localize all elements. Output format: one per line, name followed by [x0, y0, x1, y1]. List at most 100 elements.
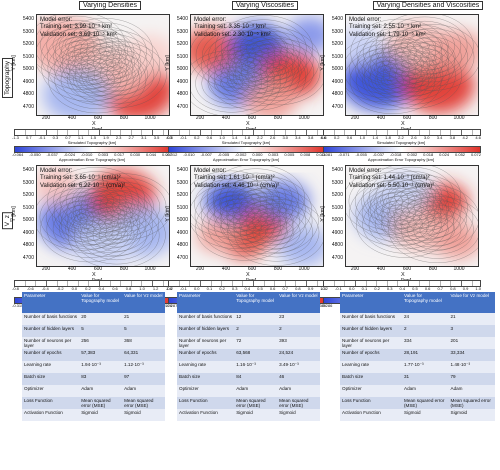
contour-line [52, 28, 101, 62]
map-plot: Model error: Training set: 3.99·10⁻⁵ km² V… [36, 14, 170, 116]
contour-line [80, 35, 128, 68]
table-cell: 33,334 [448, 349, 495, 361]
contour-line [53, 36, 114, 78]
contour-line [357, 30, 456, 98]
table-row: Loss Function Mean squared error (MSE) Mea… [177, 397, 320, 409]
y-tick-label: 5400 [22, 167, 34, 173]
colorbar-tick: 0.5 [412, 286, 418, 291]
y-tick-label: 5300 [22, 28, 34, 35]
table-cell: 1.16·10⁻³ [234, 361, 278, 373]
colorbar-tick: 4.6 [475, 135, 481, 140]
table-row: Number of basis functions 24 21 [340, 313, 495, 325]
contour-line [105, 194, 142, 219]
contour-line [225, 177, 287, 219]
y-tick-label: 5100 [22, 204, 34, 211]
table-cell: Optimizer [340, 385, 402, 397]
map-field [346, 15, 478, 114]
colorbar-tick: 0.024 [439, 152, 450, 157]
x-tick-label: 600 [402, 115, 412, 121]
field-blob [277, 226, 323, 266]
table-cell: 2 [234, 325, 278, 337]
table-cell: Sigmoid [122, 409, 165, 421]
contour-line [246, 36, 282, 61]
contour-line [85, 71, 109, 88]
contour-line [233, 60, 281, 94]
contour-line [239, 200, 300, 242]
contour-line [376, 43, 437, 85]
colorbar-tick: 0.4 [98, 286, 105, 291]
contour-line [106, 66, 130, 83]
colorbar-tick: -0.037 [372, 152, 385, 157]
colorbar-tick: 0.1 [206, 286, 213, 291]
contour-line [219, 203, 256, 228]
contour-line [407, 199, 431, 216]
table-cell: Batch size [340, 373, 402, 385]
table-cell: Mean squared error (MSE) [79, 397, 123, 409]
table-row: Number of epochs 57,383 64,331 [22, 349, 165, 361]
table-cell: Learning rate [177, 361, 235, 373]
contour-line [381, 16, 468, 75]
contour-line [382, 54, 444, 96]
contour-line [191, 174, 274, 234]
field-blob [346, 50, 418, 110]
table-cell: 64,331 [122, 349, 165, 361]
y-axis-label: Y [km] [319, 55, 326, 71]
colorbar-tick: -0.064 [12, 152, 24, 157]
table-row: Number of hidden layers 5 5 [22, 325, 165, 337]
table-row: Learning rate 1.77·10⁻³ 1.48·10⁻³ [340, 361, 495, 373]
colorbar-tick: 1.0 [359, 135, 366, 140]
colorbar-tick: 0.002 [407, 152, 418, 157]
colorbar-tick: 0.6 [206, 135, 213, 140]
x-tick-label: 1000 [144, 266, 156, 272]
contour-line [220, 210, 269, 244]
contour-line [348, 172, 435, 231]
contour-line [47, 39, 134, 98]
contour-line [226, 56, 288, 98]
x-tick-label: 400 [221, 115, 231, 121]
colorbar-tick: 1.2 [152, 286, 159, 291]
contour-line [226, 215, 263, 240]
contour-line [226, 184, 300, 235]
contour-line [74, 38, 148, 88]
error-colorbar [323, 146, 481, 153]
contour-line [367, 56, 404, 82]
contour-line [59, 40, 108, 73]
colorbar-tick: 3.1 [141, 135, 147, 140]
contour-line [376, 178, 462, 237]
y-tick-label: 4900 [22, 78, 34, 85]
colorbar-tick: 0.000 [252, 152, 263, 157]
contour-line [92, 211, 128, 236]
x-tick-label: 800 [273, 266, 283, 272]
y-tick-label: 4900 [176, 229, 188, 236]
x-tick-label: 200 [350, 115, 360, 121]
colorbar-tick: 2.7 [128, 135, 135, 140]
contour-line [388, 196, 478, 263]
contour-line [220, 42, 257, 68]
table-cell: 1.12·10⁻³ [122, 361, 165, 373]
table-cell: 1.77·10⁻³ [402, 361, 449, 373]
y-tick-label: 4800 [22, 91, 34, 97]
table-cell: Mean squared error (MSE) [402, 397, 449, 409]
contour-line [207, 195, 268, 237]
table-cell: 1.48·10⁻³ [448, 361, 495, 373]
colorbar-tick: 0.6 [112, 286, 118, 291]
table-cell: 334 [402, 337, 449, 349]
table-cell: 20 [79, 313, 123, 325]
x-tick-label: 400 [376, 266, 386, 272]
contour-line [75, 45, 161, 104]
colorbar-tick: 0.9 [462, 286, 469, 291]
colorbar-tick: 0.6 [321, 135, 327, 140]
contour-line [80, 42, 142, 84]
contour-line [46, 24, 107, 66]
contour-line [401, 36, 462, 78]
y-axis-label: Y [km] [10, 206, 17, 222]
contour-line [233, 28, 295, 70]
x-tick-label: 200 [195, 115, 205, 121]
contour-line [208, 43, 306, 111]
colorbar-tick: -0.005 [217, 152, 230, 157]
contour-line [394, 48, 405, 56]
y-tick-label: 5300 [331, 28, 343, 35]
table-row: Number of hidden layers 2 2 [177, 325, 320, 337]
y-tick-label: 4900 [331, 78, 343, 85]
contour-line [363, 166, 461, 230]
